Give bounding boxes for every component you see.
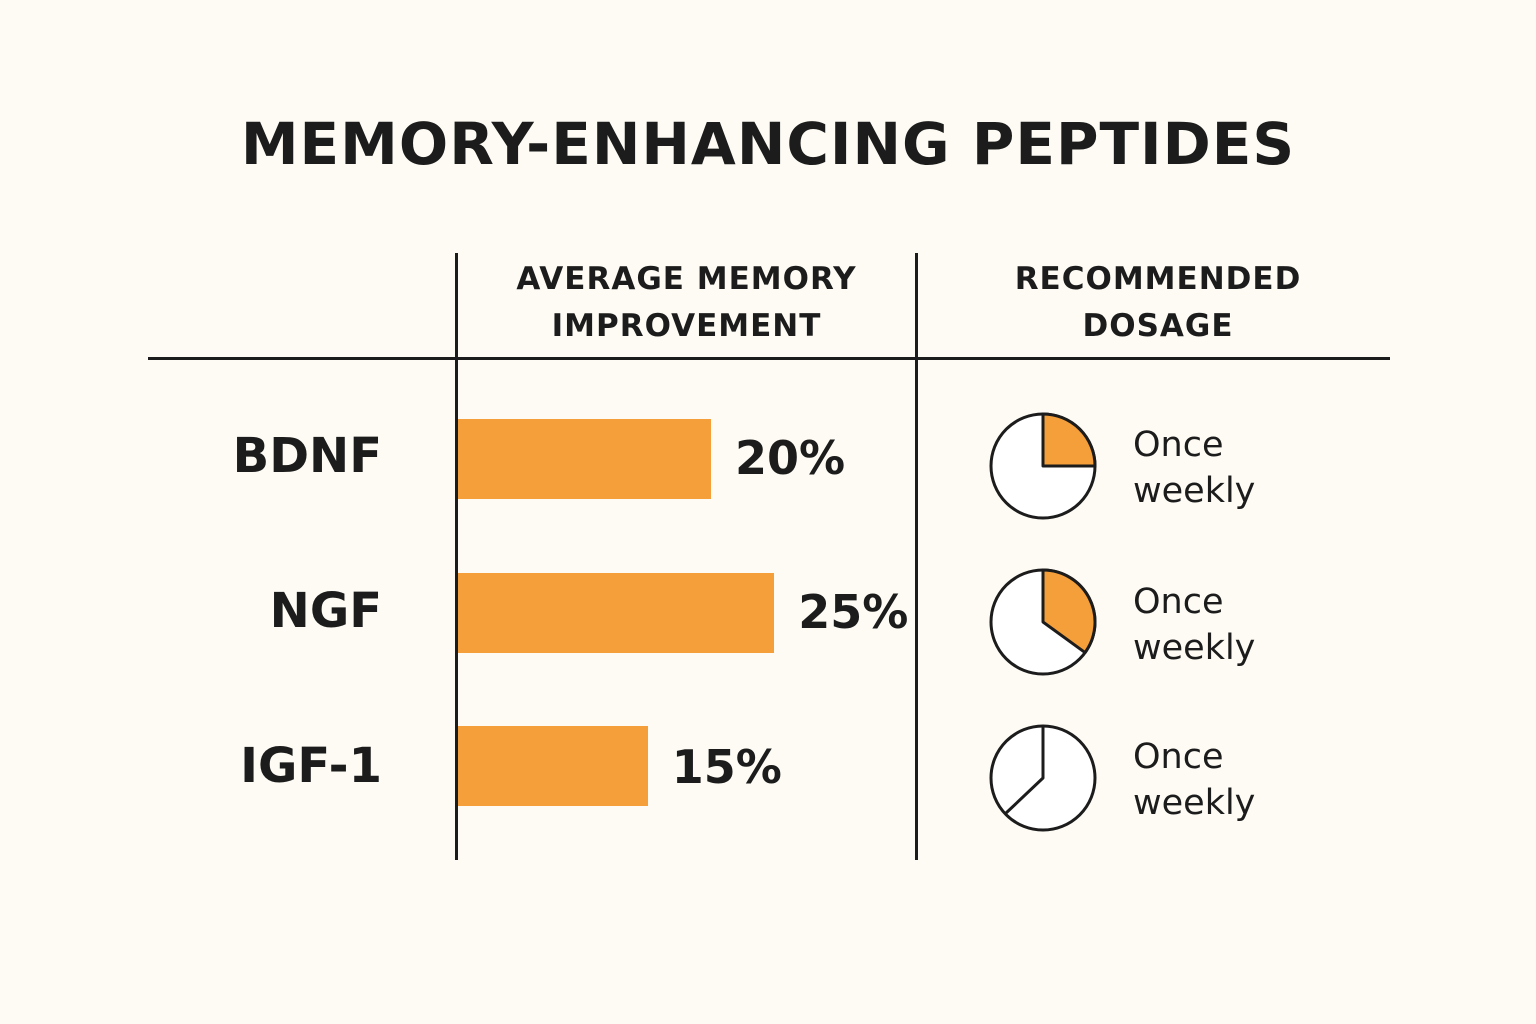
dosage-ngf-line2: weekly: [1133, 628, 1256, 668]
column-header-improvement-line2: IMPROVEMENT: [551, 308, 822, 344]
dosage-pie-bdnf-icon: [989, 412, 1097, 520]
bar-igf-1: [458, 726, 648, 806]
row-label-bdnf: BDNF: [232, 428, 382, 484]
chart-title: MEMORY-ENHANCING PEPTIDES: [240, 110, 1296, 178]
dosage-pie-igf-1-icon: [989, 724, 1097, 832]
header-divider: [148, 357, 1390, 360]
row-label-ngf: NGF: [269, 583, 382, 639]
bar-bdnf: [458, 419, 711, 499]
dosage-pie-ngf-icon: [989, 568, 1097, 676]
dosage-bdnf-line2: weekly: [1133, 471, 1256, 511]
bar-value-bdnf: 20%: [735, 431, 846, 485]
dosage-igf-1-line1: Once: [1133, 737, 1224, 777]
column-header-dosage: RECOMMENDED DOSAGE: [918, 256, 1398, 350]
column-header-dosage-line1: RECOMMENDED: [1014, 261, 1302, 297]
bar-value-ngf: 25%: [798, 585, 909, 639]
dosage-igf-1: Once weekly: [1133, 734, 1255, 826]
row-label-igf-1: IGF-1: [240, 738, 382, 794]
column-header-improvement: AVERAGE MEMORY IMPROVEMENT: [457, 256, 916, 350]
column-header-dosage-line2: DOSAGE: [1082, 308, 1234, 344]
dosage-pie-ngf-slice: [1041, 568, 1097, 655]
column-divider-right: [915, 253, 918, 860]
bar-ngf: [458, 573, 775, 653]
dosage-igf-1-line2: weekly: [1133, 783, 1256, 823]
dosage-pie-bdnf-slice: [1041, 412, 1097, 468]
dosage-ngf-line1: Once: [1133, 582, 1224, 622]
dosage-pie-igf-1-hands: [1003, 726, 1045, 816]
dosage-bdnf: Once weekly: [1133, 422, 1255, 514]
column-divider-left: [455, 253, 458, 860]
bar-value-igf-1: 15%: [671, 740, 782, 794]
dosage-ngf: Once weekly: [1133, 579, 1255, 671]
dosage-bdnf-line1: Once: [1133, 425, 1224, 465]
column-header-improvement-line1: AVERAGE MEMORY: [516, 261, 857, 297]
